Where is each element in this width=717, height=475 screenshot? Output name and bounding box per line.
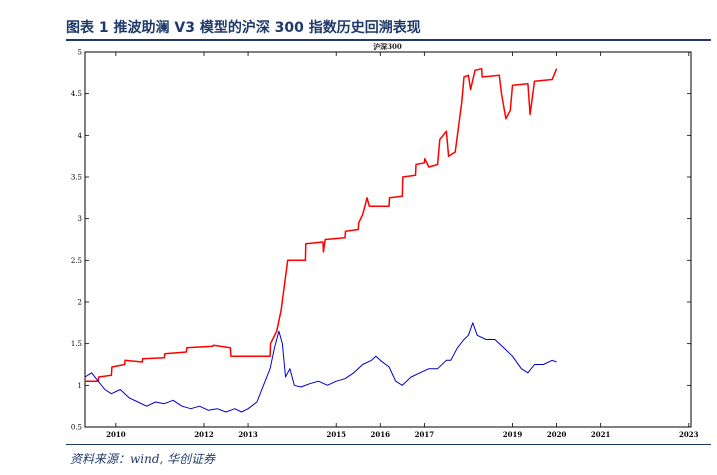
x-tick-label: 2010 (106, 430, 126, 439)
figure-caption: 图表 1 推波助澜 V3 模型的沪深 300 指数历史回溯表现 (66, 20, 421, 36)
y-tick-label: 4 (78, 132, 83, 140)
line-chart: 0.5 1 1.5 2 2.5 3 3.5 4 4.5 5 2010 2012 2013 2015 2016… (71, 49, 699, 440)
plot-area (84, 51, 692, 428)
x-tick-label: 2012 (194, 430, 214, 439)
y-tick-label: 4.5 (71, 90, 82, 98)
x-tick-label: 2020 (547, 430, 567, 439)
figure-caption-bar: 图表 1 推波助澜 V3 模型的沪深 300 指数历史回溯表现 (66, 14, 711, 41)
x-tick-label: 2023 (679, 430, 699, 439)
x-tick-label: 2019 (503, 430, 523, 439)
x-tick-label: 2016 (371, 430, 391, 439)
y-tick-label: 2 (78, 299, 82, 307)
y-tick-label: 1 (78, 382, 82, 390)
source-note: 资料来源：wind, 华创证券 (70, 452, 216, 466)
x-tick-label: 2021 (591, 430, 611, 439)
y-tick-label: 0.5 (71, 424, 82, 432)
y-tick-label: 3.5 (71, 174, 82, 182)
series-line-1 (85, 67, 558, 382)
y-tick-label: 2.5 (71, 257, 82, 265)
x-tick-label: 2015 (326, 430, 346, 439)
bottom-rule (66, 444, 711, 445)
chart-figure: 沪深300 0.5 1 1.5 2 2.5 3 3.5 4 4.5 5 2010 2012 2013 20… (60, 40, 715, 440)
y-tick-label: 5 (78, 49, 82, 57)
x-tick-label: 2013 (238, 430, 258, 439)
y-tick-label: 1.5 (71, 340, 82, 348)
caption-rule (66, 39, 711, 41)
series-line-2 (84, 322, 557, 413)
x-tick-label: 2017 (415, 430, 435, 439)
chart-title: 沪深300 (373, 42, 402, 51)
y-tick-label: 3 (78, 215, 82, 223)
